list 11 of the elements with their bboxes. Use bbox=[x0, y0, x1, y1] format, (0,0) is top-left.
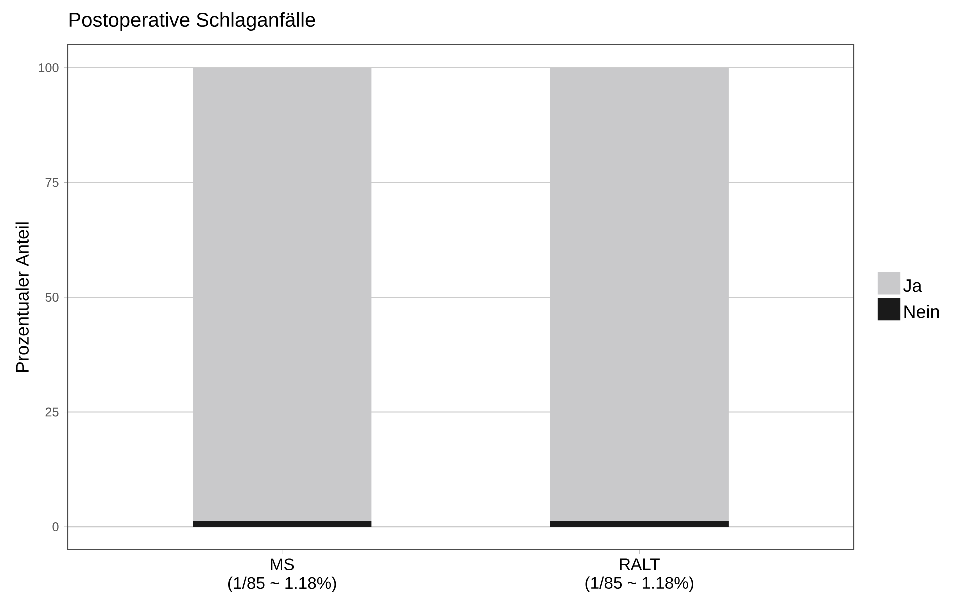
legend-label: Ja bbox=[904, 280, 922, 292]
x-tick-label: RALT (1/85 ~ 1.18%) bbox=[586, 558, 694, 592]
y-tick-label: 0 bbox=[52, 522, 59, 532]
x-tick-label: MS (1/85 ~ 1.18%) bbox=[228, 558, 336, 592]
y-tick-label: 25 bbox=[46, 408, 59, 417]
legend-label: Nein bbox=[904, 305, 940, 318]
y-tick-label: 50 bbox=[46, 293, 59, 302]
y-tick-label: 75 bbox=[46, 178, 59, 188]
chart-title: Postoperative Schlaganfälle bbox=[70, 12, 316, 32]
y-axis-title: Prozentualer Anteil bbox=[16, 222, 29, 372]
y-tick-label: 100 bbox=[39, 63, 59, 72]
